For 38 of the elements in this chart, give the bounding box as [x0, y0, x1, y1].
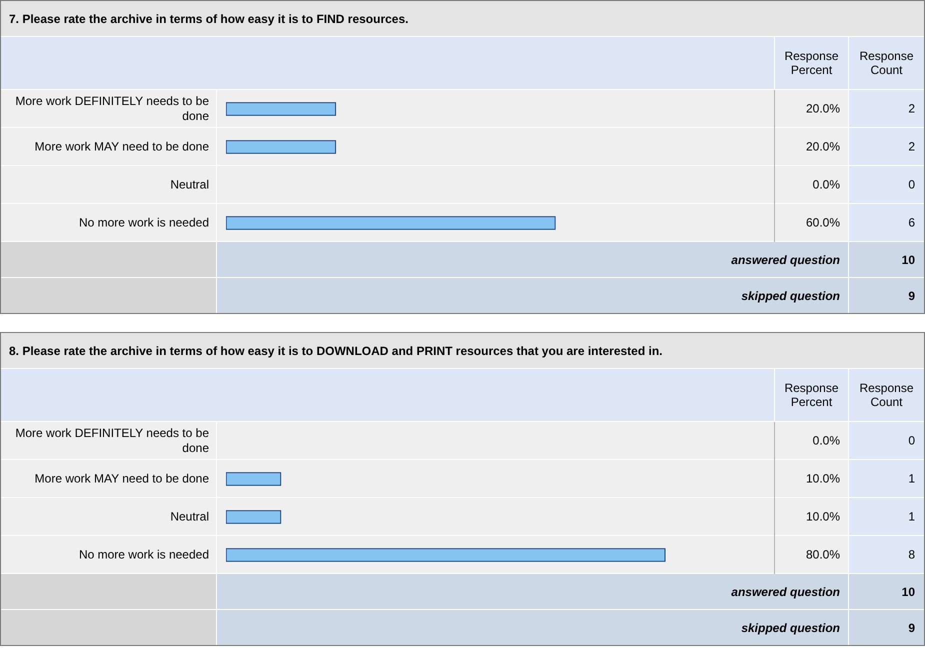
- text: 0: [908, 177, 916, 192]
- y-tick-label: More work MAY need to be done: [34, 471, 210, 486]
- text: 1: [908, 471, 916, 486]
- data-label: 20.0%: [806, 101, 840, 116]
- text: Response Count: [849, 37, 924, 89]
- text: answered question: [217, 242, 849, 277]
- text: Response Percent: [775, 37, 849, 89]
- text: 10: [849, 242, 924, 277]
- data-label: 10.0%: [806, 509, 840, 524]
- text: 10: [849, 574, 924, 609]
- data-label: 10.0%: [806, 471, 840, 486]
- y-tick-label: Neutral: [170, 509, 209, 524]
- y-tick-label: No more work is needed: [78, 215, 209, 230]
- text: 9: [849, 278, 924, 313]
- data-label: 60.0%: [806, 215, 840, 230]
- y-tick-label: More work DEFINITELY needs to be done: [15, 426, 210, 455]
- y-tick-label: No more work is needed: [78, 547, 209, 562]
- chart-title: 7. Please rate the archive in terms of how easy it is to FIND resources.: [1, 1, 924, 37]
- y-tick-label: More work MAY need to be done: [34, 139, 210, 154]
- text: answered question: [217, 574, 849, 609]
- text: skipped question: [217, 610, 849, 645]
- data-label: 0.0%: [812, 433, 840, 448]
- text: 6: [908, 215, 916, 230]
- chart-title: 8. Please rate the archive in terms of how easy it is to DOWNLOAD and PRINT resources that you are interested in.: [1, 333, 924, 369]
- y-tick-label: Neutral: [170, 177, 209, 192]
- text: 2: [908, 139, 916, 154]
- data-label: 0.0%: [812, 177, 840, 192]
- text: 0: [908, 433, 916, 448]
- y-tick-label: More work DEFINITELY needs to be done: [15, 94, 210, 123]
- text: 2: [908, 101, 916, 116]
- text: Response Percent: [775, 369, 849, 421]
- text: 9: [849, 610, 924, 645]
- text: Response Count: [849, 369, 924, 421]
- text: 1: [908, 509, 916, 524]
- text: 8: [908, 547, 916, 562]
- data-label: 80.0%: [806, 547, 840, 562]
- data-label: 20.0%: [806, 139, 840, 154]
- text: skipped question: [217, 278, 849, 313]
